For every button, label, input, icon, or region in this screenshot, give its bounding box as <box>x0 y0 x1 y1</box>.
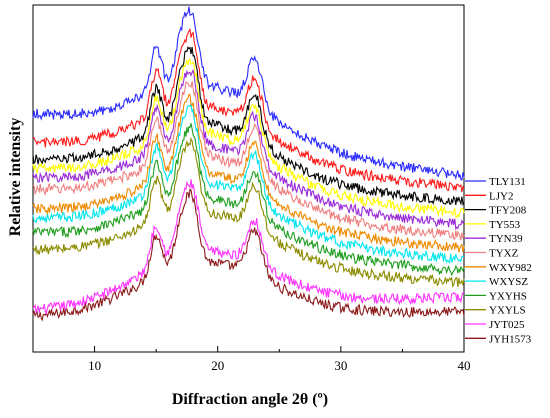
series-line-ty553 <box>32 58 465 219</box>
y-axis-label: Relative intensity <box>7 118 24 237</box>
series-line-wxy982 <box>32 93 465 253</box>
legend-label: TYXZ <box>489 248 519 260</box>
legend-label: TY553 <box>489 219 521 231</box>
x-tick-label: 40 <box>458 358 471 373</box>
legend-label: JYH1573 <box>489 333 532 345</box>
series-line-yxyhs <box>32 123 465 277</box>
legend-label: WXY982 <box>489 262 532 274</box>
legend-label: TYN39 <box>489 233 523 245</box>
series-line-ljy2 <box>32 28 465 193</box>
series-line-tfy208 <box>32 46 465 206</box>
x-axis-label: Diffraction angle 2θ (º) <box>172 391 328 408</box>
series-line-wxysz <box>32 101 465 264</box>
legend-label: YXYHS <box>489 290 527 302</box>
plot-frame <box>32 4 465 353</box>
x-tick-label: 20 <box>211 358 224 373</box>
legend-label: WXYSZ <box>489 276 528 288</box>
legend-label: JYT025 <box>489 319 525 331</box>
legend-label: YXYLS <box>489 305 526 317</box>
legend-label: TLY131 <box>489 176 526 188</box>
series-line-jyt025 <box>32 179 465 315</box>
x-tick-label: 30 <box>334 358 347 373</box>
series-line-tyxz <box>32 81 465 241</box>
series-line-yxyls <box>32 136 465 288</box>
series-line-tyn39 <box>32 68 465 231</box>
legend-label: TFY208 <box>489 205 527 217</box>
legend-label: LJY2 <box>489 190 513 202</box>
x-tick-label: 10 <box>88 358 101 373</box>
series-line-jyh1573 <box>32 188 465 322</box>
series-line-tly131 <box>32 6 465 181</box>
